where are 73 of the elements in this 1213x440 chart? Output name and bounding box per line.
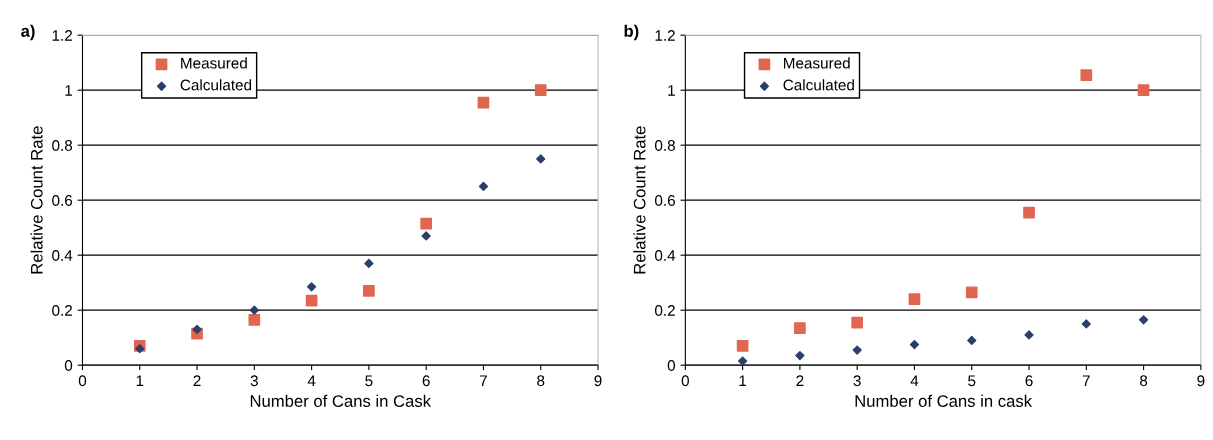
legend-label: Measured bbox=[783, 57, 850, 69]
x-tick-label: 0 bbox=[78, 375, 87, 387]
point bbox=[534, 84, 547, 97]
y-tick-label: 1 bbox=[668, 85, 675, 96]
point bbox=[249, 305, 259, 315]
legend-label: Measured bbox=[181, 57, 247, 69]
point bbox=[738, 356, 748, 366]
y-tick-label: 0.2 bbox=[654, 305, 675, 316]
x-tick-label: 3 bbox=[853, 375, 861, 387]
legend-label: Calculated bbox=[180, 79, 252, 91]
point bbox=[1138, 315, 1149, 325]
y-axis-title: Relative Count Rate bbox=[633, 126, 646, 274]
x-tick-label: 7 bbox=[479, 375, 487, 386]
x-tick-label: 9 bbox=[1197, 375, 1205, 387]
y-tick-label: 0.2 bbox=[52, 305, 72, 316]
x-tick-label: 6 bbox=[1025, 375, 1033, 387]
y-tick-label: 0.8 bbox=[654, 140, 675, 151]
y-tick-label: 1.2 bbox=[52, 30, 72, 41]
y-tick-label: 0.6 bbox=[654, 195, 675, 206]
point bbox=[965, 286, 978, 299]
x-tick-label: 5 bbox=[365, 375, 373, 387]
x-tick-label: 3 bbox=[250, 375, 258, 387]
point bbox=[536, 154, 546, 164]
point bbox=[851, 316, 864, 329]
point bbox=[364, 258, 374, 269]
x-tick-label: 7 bbox=[1082, 375, 1090, 386]
x-tick-label: 2 bbox=[796, 375, 804, 386]
point bbox=[478, 181, 489, 192]
point bbox=[421, 231, 431, 241]
point bbox=[192, 324, 202, 335]
y-tick-label: 0.4 bbox=[654, 250, 676, 261]
point bbox=[1137, 84, 1150, 97]
point bbox=[305, 294, 318, 307]
x-tick-label: 1 bbox=[136, 375, 144, 386]
point bbox=[306, 282, 317, 292]
chart-title: a) bbox=[21, 24, 35, 41]
point bbox=[1023, 206, 1035, 219]
point bbox=[1080, 69, 1093, 81]
x-tick-label: 8 bbox=[537, 375, 545, 387]
x-tick-label: 2 bbox=[193, 375, 201, 386]
y-tick-label: 0.6 bbox=[52, 195, 73, 206]
point bbox=[1081, 319, 1091, 329]
point bbox=[248, 313, 261, 326]
point bbox=[477, 96, 490, 109]
y-tick-label: 0.4 bbox=[52, 250, 73, 261]
x-tick-label: 0 bbox=[681, 375, 689, 387]
y-tick-label: 1 bbox=[65, 85, 73, 96]
point bbox=[135, 344, 145, 354]
x-tick-label: 5 bbox=[968, 375, 976, 387]
x-tick-label: 4 bbox=[307, 375, 316, 386]
x-axis-title: Number of Cans in Cask bbox=[250, 394, 432, 407]
x-tick-label: 9 bbox=[594, 375, 602, 387]
point bbox=[909, 339, 920, 350]
y-tick-label: 1.2 bbox=[655, 30, 675, 41]
x-tick-label: 1 bbox=[739, 375, 747, 386]
y-tick-label: 0.8 bbox=[52, 140, 73, 151]
point bbox=[852, 345, 862, 355]
x-tick-label: 6 bbox=[422, 375, 430, 387]
y-tick-label: 0 bbox=[64, 360, 73, 371]
point bbox=[736, 340, 749, 352]
point bbox=[420, 217, 433, 230]
point bbox=[795, 350, 805, 361]
x-tick-label: 4 bbox=[910, 375, 919, 386]
x-tick-label: 8 bbox=[1140, 375, 1148, 387]
x-axis-title: Number of Cans in cask bbox=[855, 394, 1033, 407]
point bbox=[908, 293, 921, 306]
chart-title: b) bbox=[624, 24, 639, 41]
point bbox=[794, 322, 806, 334]
point bbox=[363, 285, 375, 297]
y-axis-title: Relative Count Rate bbox=[30, 126, 43, 274]
point bbox=[967, 335, 977, 346]
legend-label: Calculated bbox=[783, 79, 854, 91]
y-tick-label: 0 bbox=[667, 360, 676, 371]
